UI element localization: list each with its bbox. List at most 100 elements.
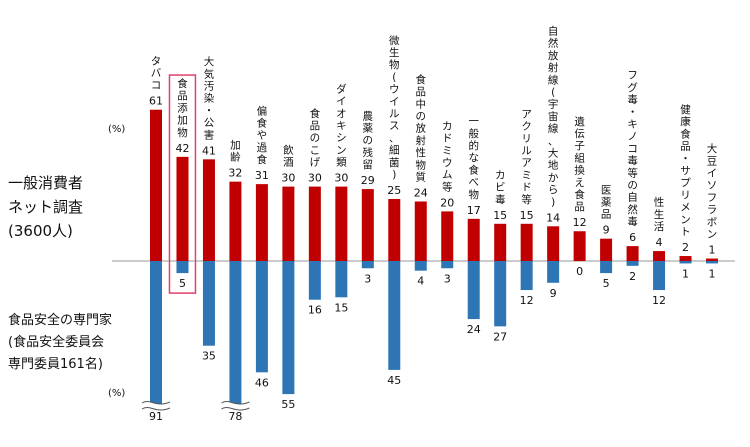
consumer-value-label: 17 [467,204,481,217]
consumer-bar [626,246,639,261]
expert-value-label: 55 [281,398,295,411]
expert-label-line1: 食品安全の専門家 [8,312,112,328]
consumer-bar [335,186,348,261]
consumer-value-label: 9 [603,224,610,237]
highlight-box [168,74,197,294]
consumer-value-label: 30 [334,172,348,185]
consumer-value-label: 41 [202,144,216,157]
consumer-bar [202,159,215,261]
expert-value-label: 78 [228,410,242,423]
expert-value-label: 15 [334,301,348,314]
consumer-value-label: 42 [175,142,189,155]
expert-value-label: 5 [179,277,186,290]
expert-value-label: 12 [520,294,534,307]
category-label: 大豆イソフラボン [707,142,718,240]
expert-value-label: 46 [255,376,269,389]
axis-break-gap [142,401,170,411]
consumer-value-label: 15 [493,209,507,222]
category-label: 性生活 [654,196,665,233]
expert-bar [202,261,215,346]
consumer-value-label: 4 [656,236,663,249]
consumer-bar [150,109,162,261]
consumer-value-label: 24 [414,186,428,199]
expert-bar [547,261,560,283]
expert-value-label: 16 [308,304,322,317]
consumer-label-line1: 一般消費者 [8,174,83,192]
axis-break-line [141,401,171,405]
category-label: 飲酒 [283,143,294,168]
consumer-value-label: 1 [709,244,716,257]
expert-bar [255,261,268,373]
consumer-bar [600,238,613,261]
expert-value-label: 3 [444,272,451,285]
expert-bar [229,261,242,406]
expert-bar [441,261,454,269]
expert-value-label: 2 [629,270,636,283]
category-label: フグ毒・キノコ毒等の自然毒 [627,70,638,228]
axis-break-gap [221,401,250,411]
expert-label-line3: 専門委員161名) [8,356,103,372]
expert-value-label: 0 [576,265,583,278]
consumer-value-label: 14 [546,211,560,224]
expert-bar [282,261,295,395]
expert-bar [467,261,480,320]
consumer-bar [414,201,427,261]
consumer-bar [679,256,692,261]
consumer-bar [520,223,533,261]
category-label: 医薬品 [601,184,612,220]
consumer-bar [282,186,295,261]
expert-bar [176,261,189,274]
consumer-value-label: 61 [149,95,163,108]
expert-value-label: 9 [550,287,557,300]
axis-break-line [221,407,250,411]
consumer-value-label: 30 [281,172,295,185]
consumer-bar [573,231,586,261]
consumer-value-label: 6 [629,231,636,244]
category-label: カビ毒 [495,169,506,205]
expert-value-label: 3 [364,272,371,285]
expert-bar [150,261,162,406]
expert-value-label: 1 [709,267,716,280]
category-label: 微生物(ウイルス、細菌) [389,34,400,181]
consumer-bar [388,199,401,261]
category-label: 食品添加物 [177,77,188,139]
consumer-value-label: 12 [573,216,587,229]
bottom-unit-label: (%) [108,388,125,399]
expert-bar [414,261,427,271]
expert-value-label: 1 [682,267,689,280]
category-label: 大気汚染・公害 [204,55,215,141]
category-label: 食品のこげ [310,107,321,169]
consumer-bar [361,189,374,261]
consumer-value-label: 2 [682,241,689,254]
expert-bar [706,261,718,264]
category-label: 偏食や過食 [257,104,268,166]
axis-break-line [141,407,171,411]
expert-bar [361,261,374,269]
consumer-value-label: 32 [228,167,242,180]
expert-bar [335,261,348,298]
consumer-bar [494,223,507,261]
expert-value-label: 35 [202,350,216,363]
category-label: タバコ [151,55,162,91]
consumer-value-label: 31 [255,169,269,182]
consumer-bar [176,156,189,261]
expert-bar [600,261,613,274]
category-label: カドミウム等 [442,120,453,193]
bars: 6191タバコ425食品添加物4135大気汚染・公害3278加齢3146偏食や過… [141,24,718,423]
consumer-bar [467,218,480,261]
expert-label-line2: (食品安全委員会 [8,334,104,350]
expert-bar [679,261,692,264]
category-label: 一般的な食べ物 [468,116,479,201]
category-label: 加齢 [230,139,241,163]
expert-value-label: 5 [603,277,610,290]
consumer-bar [441,211,454,261]
consumer-value-label: 29 [361,174,375,187]
axis-break-line [221,401,250,405]
category-label: 自然放射線(宇宙線、大地から) [548,24,559,208]
group-labels: (%) (%) 一般消費者 ネット調査 (3600人) 食品安全の専門家 (食品… [8,124,125,399]
expert-bar [494,261,507,327]
category-label: 食品中の放射性物質 [416,73,427,184]
consumer-label-line2: ネット調査 [8,198,83,216]
consumer-bar [547,226,560,261]
